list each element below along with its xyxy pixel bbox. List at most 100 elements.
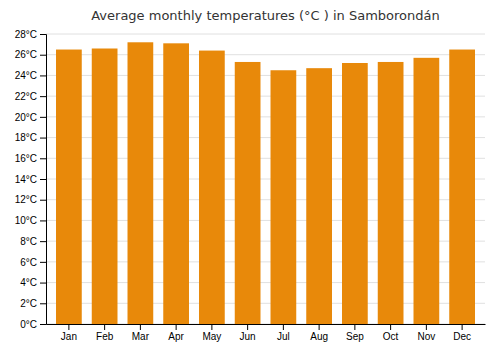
bar xyxy=(235,62,261,324)
x-tick: Nov xyxy=(417,324,435,342)
x-tick: Mar xyxy=(132,324,150,342)
x-tick-mark xyxy=(354,324,355,330)
y-tick-label: 0°C xyxy=(20,319,37,330)
y-tick: 4°C xyxy=(20,277,46,288)
y-tick-label: 14°C xyxy=(15,174,37,185)
x-tick-label: Jun xyxy=(240,331,256,342)
y-tick-label: 12°C xyxy=(15,194,37,205)
y-tick-label: 18°C xyxy=(15,132,37,143)
bar xyxy=(271,70,297,324)
x-tick-label: Oct xyxy=(383,331,399,342)
y-tick-mark xyxy=(40,303,46,304)
bar xyxy=(163,43,189,324)
y-tick-label: 16°C xyxy=(15,153,37,164)
y-tick: 12°C xyxy=(15,194,46,205)
x-tick: Jan xyxy=(61,324,77,342)
title: Average monthly temperatures (°C ) in Sa… xyxy=(91,8,440,23)
bar xyxy=(342,63,368,324)
x-tick-label: Sep xyxy=(346,331,364,342)
x-tick-mark xyxy=(426,324,427,330)
x-tick-mark xyxy=(390,324,391,330)
y-tick-mark xyxy=(40,34,46,35)
x-tick-label: Mar xyxy=(132,331,150,342)
x-tick: Oct xyxy=(383,324,399,342)
y-tick: 6°C xyxy=(20,257,46,268)
y-tick-label: 28°C xyxy=(15,29,37,40)
bar xyxy=(56,50,82,324)
y-tick-mark xyxy=(40,75,46,76)
x-axis: Jan Feb Mar Apr May Jun Jul Aug Sep Oct Nov Dec xyxy=(47,324,486,342)
bar xyxy=(414,58,440,324)
x-tick: Apr xyxy=(168,324,184,342)
chart: 0°C 2°C 4°C 6°C 8°C 10°C 12°C 14°C 16°C 18°C 20°C 2… xyxy=(0,0,500,350)
y-tick-label: 8°C xyxy=(20,236,37,247)
x-tick: Sep xyxy=(346,324,364,342)
x-axis-line xyxy=(47,324,486,325)
y-tick: 18°C xyxy=(15,132,46,143)
y-tick: 16°C xyxy=(15,153,46,164)
x-tick: May xyxy=(202,324,221,342)
bars xyxy=(56,42,475,324)
y-tick-label: 6°C xyxy=(20,257,37,268)
bar xyxy=(128,42,154,324)
y-tick-mark xyxy=(40,241,46,242)
y-axis: 0°C 2°C 4°C 6°C 8°C 10°C 12°C 14°C 16°C 18°C 20°C 2… xyxy=(15,29,47,330)
y-tick: 28°C xyxy=(15,29,46,40)
y-tick-label: 20°C xyxy=(15,112,37,123)
x-tick-label: Dec xyxy=(453,331,471,342)
bar xyxy=(199,51,225,324)
y-tick-mark xyxy=(40,158,46,159)
x-tick-mark xyxy=(211,324,212,330)
y-tick-label: 10°C xyxy=(15,215,37,226)
x-tick-mark xyxy=(176,324,177,330)
x-tick-label: Nov xyxy=(417,331,435,342)
y-tick-label: 26°C xyxy=(15,49,37,60)
y-tick-label: 2°C xyxy=(20,298,37,309)
y-tick: 24°C xyxy=(15,70,46,81)
x-tick: Feb xyxy=(96,324,114,342)
x-tick-label: May xyxy=(202,331,221,342)
y-tick: 20°C xyxy=(15,112,46,123)
x-tick-mark xyxy=(462,324,463,330)
x-tick-mark xyxy=(68,324,69,330)
x-tick-label: Jul xyxy=(277,331,290,342)
y-tick-mark xyxy=(40,117,46,118)
y-tick: 10°C xyxy=(15,215,46,226)
y-tick-mark xyxy=(40,200,46,201)
x-tick-mark xyxy=(319,324,320,330)
plot: 0°C 2°C 4°C 6°C 8°C 10°C 12°C 14°C 16°C 18°C 20°C 2… xyxy=(15,29,486,342)
y-tick-mark xyxy=(40,324,46,325)
y-tick-label: 22°C xyxy=(15,91,37,102)
y-tick-mark xyxy=(40,179,46,180)
x-tick-label: Apr xyxy=(168,331,184,342)
y-tick: 2°C xyxy=(20,298,46,309)
bar xyxy=(378,62,404,324)
x-tick-mark xyxy=(104,324,105,330)
grid-line xyxy=(46,34,485,35)
x-tick: Jul xyxy=(277,324,290,342)
x-tick-label: Aug xyxy=(310,331,328,342)
x-tick: Dec xyxy=(453,324,471,342)
y-tick-mark xyxy=(40,55,46,56)
y-tick-mark xyxy=(40,138,46,139)
y-tick-mark xyxy=(40,96,46,97)
y-tick-label: 24°C xyxy=(15,70,37,81)
x-tick: Jun xyxy=(240,324,256,342)
bar xyxy=(92,49,118,325)
x-tick-mark xyxy=(283,324,284,330)
bar xyxy=(306,68,332,324)
y-axis-line xyxy=(40,35,47,325)
x-tick-label: Jan xyxy=(61,331,77,342)
y-tick: 26°C xyxy=(15,49,46,60)
y-tick: 0°C xyxy=(20,319,46,330)
y-tick-mark xyxy=(40,220,46,221)
x-tick-mark xyxy=(140,324,141,330)
y-tick-label: 4°C xyxy=(20,277,37,288)
x-tick: Aug xyxy=(310,324,328,342)
y-tick-mark xyxy=(40,283,46,284)
y-tick: 8°C xyxy=(20,236,46,247)
y-tick-mark xyxy=(40,262,46,263)
x-tick-label: Feb xyxy=(96,331,114,342)
bar xyxy=(449,50,475,324)
y-tick: 14°C xyxy=(15,174,46,185)
